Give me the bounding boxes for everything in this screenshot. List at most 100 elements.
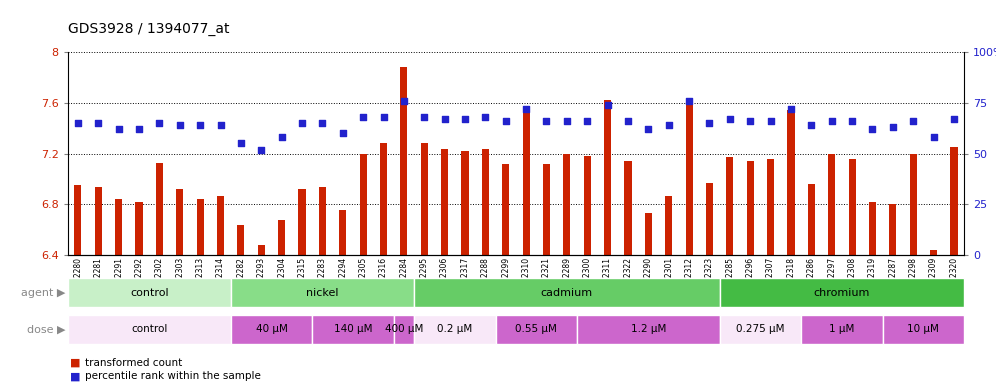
Text: control: control (131, 324, 167, 334)
Bar (767, 159, 774, 255)
Bar (720, 315, 801, 344)
Bar (299, 189, 306, 255)
Text: 0.55 μM: 0.55 μM (515, 324, 557, 334)
Bar (869, 202, 876, 255)
Point (620, 118, 636, 124)
Bar (231, 315, 312, 344)
Point (192, 122, 208, 128)
Bar (176, 189, 183, 255)
Point (905, 118, 921, 124)
Text: 10 μM: 10 μM (907, 324, 939, 334)
Bar (604, 100, 612, 255)
Text: cadmium: cadmium (541, 288, 593, 298)
Point (580, 118, 596, 124)
Bar (720, 278, 964, 307)
Text: chromium: chromium (814, 288, 871, 298)
Point (396, 98, 412, 104)
Point (111, 126, 126, 132)
Bar (502, 164, 509, 255)
Bar (217, 195, 224, 255)
Bar (849, 159, 856, 255)
Bar (319, 187, 326, 255)
Text: agent ▶: agent ▶ (21, 288, 66, 298)
Bar (360, 154, 367, 255)
Bar (801, 315, 882, 344)
Point (294, 120, 310, 126)
Point (274, 134, 290, 141)
Bar (155, 162, 163, 255)
Bar (889, 205, 896, 255)
Bar (135, 202, 142, 255)
Bar (930, 250, 937, 255)
Text: 40 μM: 40 μM (256, 324, 288, 334)
Text: 400 μM: 400 μM (384, 324, 423, 334)
Bar (882, 315, 964, 344)
Point (212, 122, 228, 128)
Bar (420, 144, 428, 255)
Point (436, 116, 452, 122)
Text: 1.2 μM: 1.2 μM (630, 324, 666, 334)
Point (559, 118, 575, 124)
Bar (828, 154, 836, 255)
Bar (237, 225, 244, 255)
Bar (379, 144, 387, 255)
Point (804, 122, 820, 128)
Point (375, 114, 391, 120)
Text: transformed count: transformed count (85, 358, 182, 368)
Bar (400, 67, 407, 255)
Bar (584, 156, 591, 255)
Text: GDS3928 / 1394077_at: GDS3928 / 1394077_at (68, 23, 229, 36)
Bar (116, 199, 123, 255)
Text: 0.2 μM: 0.2 μM (437, 324, 472, 334)
Point (660, 122, 676, 128)
Bar (726, 157, 733, 255)
Bar (414, 315, 496, 344)
Point (477, 114, 493, 120)
Point (171, 122, 187, 128)
Point (498, 118, 514, 124)
Bar (624, 161, 631, 255)
Point (865, 126, 880, 132)
Point (518, 106, 534, 112)
Bar (543, 164, 550, 255)
Bar (68, 278, 231, 307)
Bar (523, 110, 530, 255)
Text: control: control (129, 288, 168, 298)
Point (233, 141, 249, 147)
Point (600, 102, 616, 108)
Point (925, 134, 941, 141)
Point (681, 98, 697, 104)
Bar (441, 149, 448, 255)
Point (742, 118, 758, 124)
Bar (706, 183, 713, 255)
Bar (747, 161, 754, 255)
Text: ■: ■ (70, 371, 81, 381)
Bar (231, 278, 414, 307)
Bar (258, 245, 265, 255)
Point (783, 106, 799, 112)
Point (131, 126, 147, 132)
Bar (75, 185, 82, 255)
Point (722, 116, 738, 122)
Bar (665, 195, 672, 255)
Point (946, 116, 962, 122)
Bar (496, 315, 577, 344)
Text: percentile rank within the sample: percentile rank within the sample (85, 371, 261, 381)
Text: ■: ■ (70, 358, 81, 368)
Bar (685, 103, 692, 255)
Point (640, 126, 656, 132)
Point (315, 120, 331, 126)
Bar (788, 110, 795, 255)
Point (70, 120, 86, 126)
Text: 1 μM: 1 μM (830, 324, 855, 334)
Text: dose ▶: dose ▶ (27, 324, 66, 334)
Point (416, 114, 432, 120)
Point (151, 120, 167, 126)
Bar (393, 315, 414, 344)
Bar (909, 154, 916, 255)
Point (845, 118, 861, 124)
Bar (414, 278, 720, 307)
Point (91, 120, 107, 126)
Bar (564, 154, 571, 255)
Point (763, 118, 779, 124)
